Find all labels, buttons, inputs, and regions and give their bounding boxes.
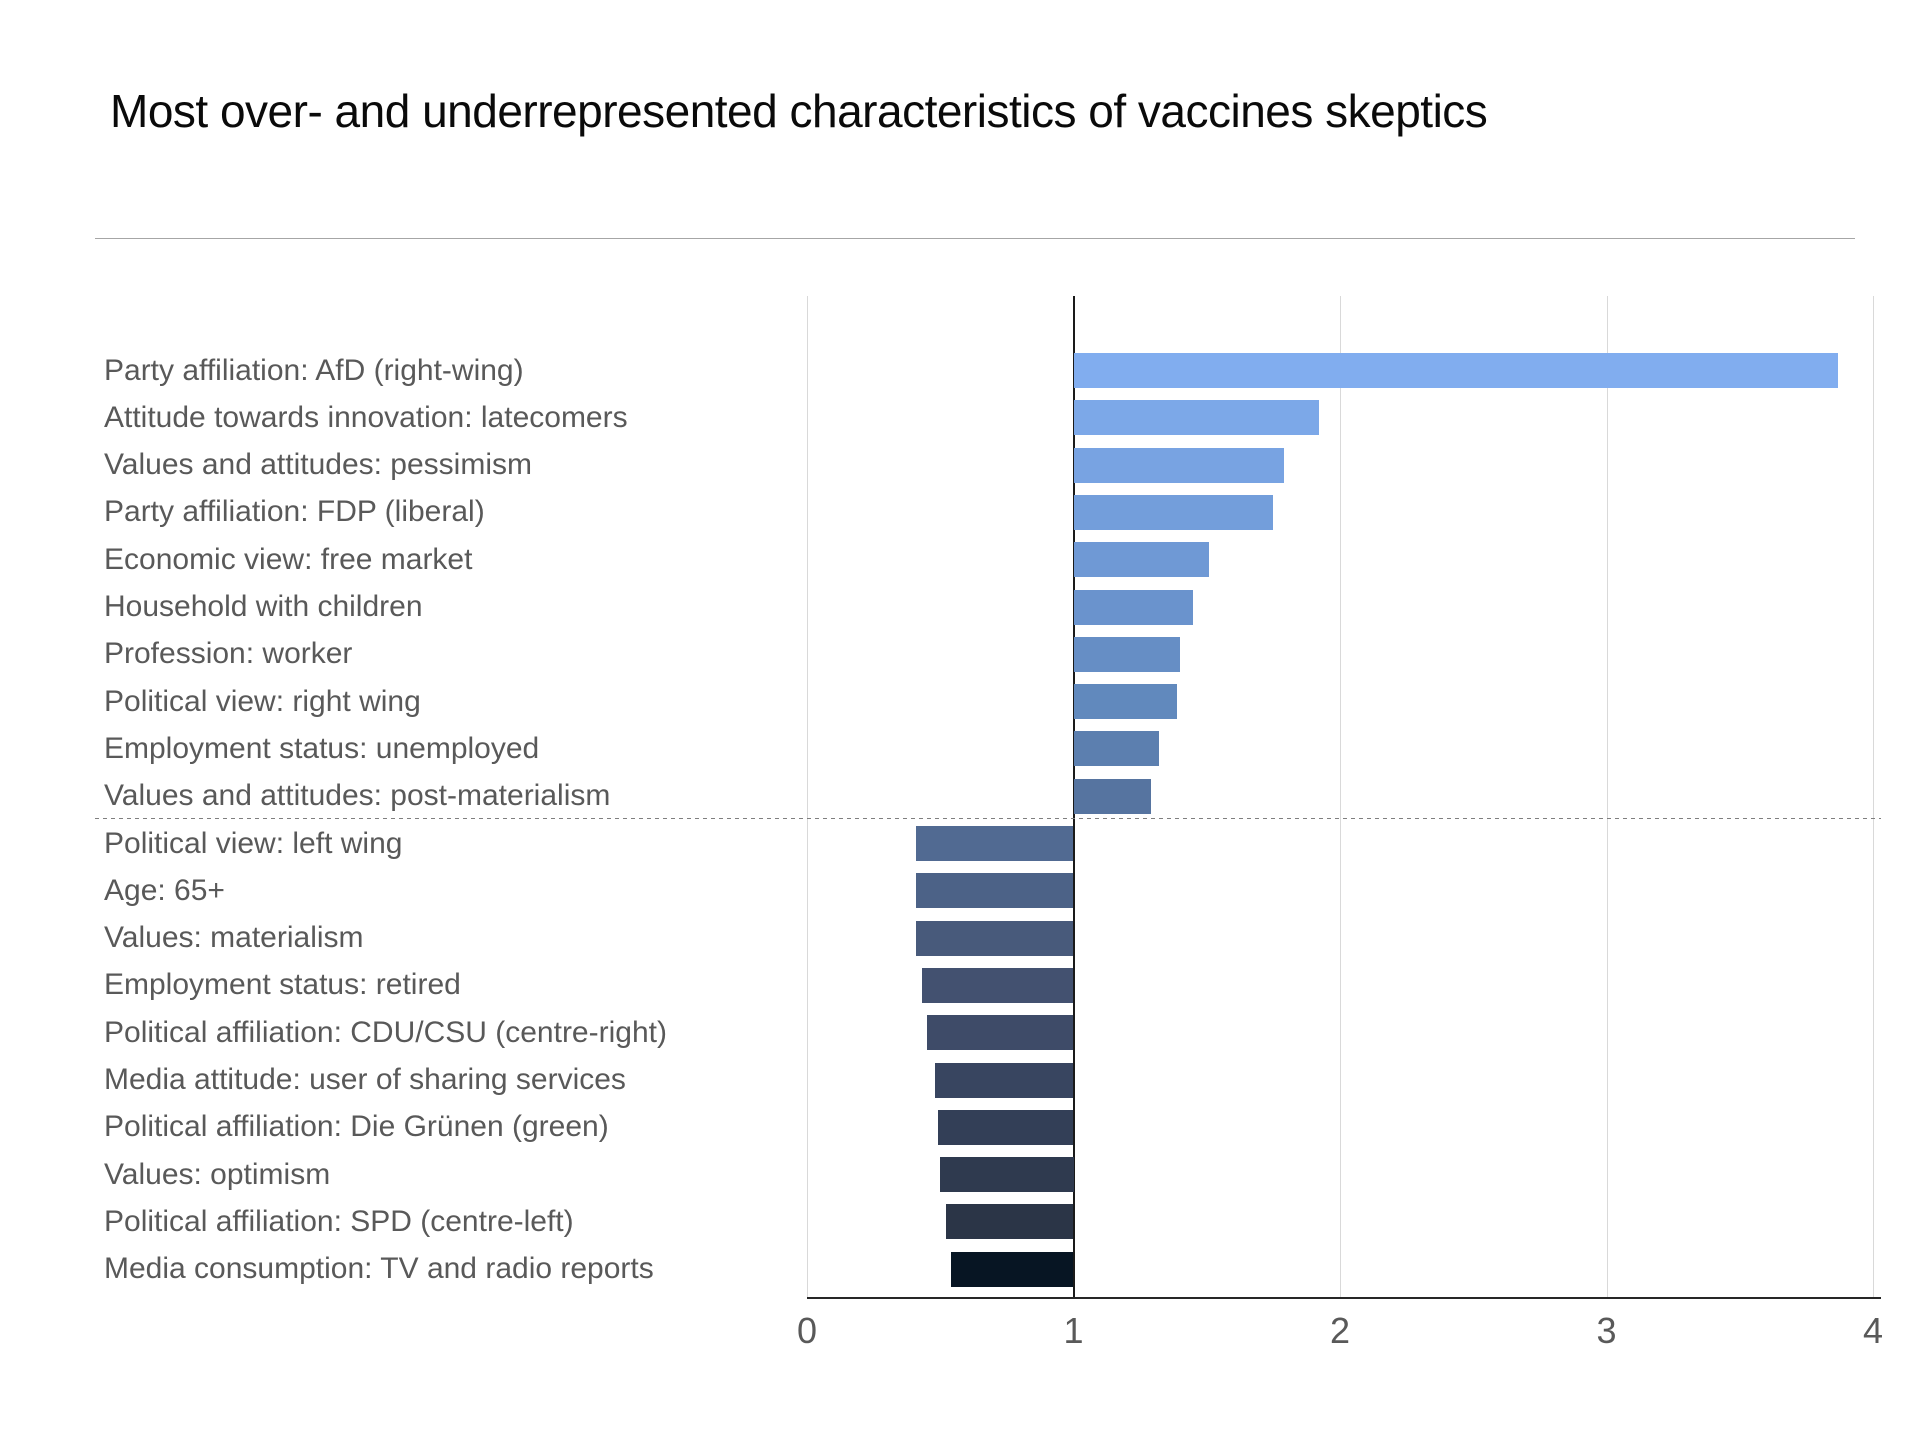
gridline-x-4 <box>1873 296 1874 1297</box>
gridline-x-0 <box>807 296 808 1297</box>
x-tick-label: 0 <box>796 1310 818 1351</box>
category-label: Values: materialism <box>104 921 364 955</box>
category-label: Political affiliation: CDU/CSU (centre-r… <box>104 1015 667 1049</box>
category-label: Values and attitudes: post-materialism <box>104 779 611 813</box>
category-label: Political affiliation: Die Grünen (green… <box>104 1110 609 1144</box>
category-label: Household with children <box>104 590 423 623</box>
x-tick-label: 1 <box>1063 1310 1084 1351</box>
x-tick-label: 4 <box>1862 1310 1884 1351</box>
bar <box>1073 684 1178 720</box>
category-label: Employment status: retired <box>104 968 461 1002</box>
bar <box>937 1109 1074 1145</box>
category-label: Party affiliation: FDP (liberal) <box>104 495 485 529</box>
bar <box>921 967 1074 1003</box>
gridline-x-2 <box>1340 296 1341 1297</box>
category-label: Political view: left wing <box>104 826 403 860</box>
bar <box>916 920 1074 956</box>
category-label: Political affiliation: SPD (centre-left) <box>104 1204 574 1238</box>
bar <box>1073 494 1274 530</box>
bar <box>1073 447 1285 483</box>
category-label: Profession: worker <box>104 637 353 671</box>
category-label: Economic view: free market <box>104 542 473 576</box>
bar <box>1073 636 1181 672</box>
gridline-x-3 <box>1606 296 1608 1297</box>
bar <box>1073 731 1159 767</box>
category-label: Media attitude: user of sharing services <box>104 1063 626 1096</box>
bar <box>950 1251 1074 1287</box>
category-label: Values and attitudes: pessimism <box>104 448 532 482</box>
x-axis-line <box>807 1297 1881 1299</box>
separator-dotted-line <box>95 818 1881 820</box>
bar <box>945 1204 1074 1240</box>
bar <box>1073 778 1151 814</box>
bar <box>916 826 1074 861</box>
bar <box>1073 589 1194 625</box>
bar <box>916 873 1074 909</box>
x-tick-label: 2 <box>1329 1310 1351 1351</box>
bar <box>1073 353 1839 388</box>
bar <box>1073 542 1210 578</box>
category-label: Party affiliation: AfD (right-wing) <box>104 353 524 387</box>
x-tick-label: 3 <box>1596 1310 1617 1351</box>
category-label: Political view: right wing <box>104 684 421 718</box>
category-label: Media consumption: TV and radio reports <box>104 1252 654 1286</box>
category-label: Values: optimism <box>104 1157 331 1191</box>
bar <box>940 1157 1074 1193</box>
category-label: Attitude towards innovation: latecomers <box>104 400 628 434</box>
page-title: Most over- and underrepresented characte… <box>110 84 1488 137</box>
bar <box>934 1062 1074 1098</box>
bar <box>926 1015 1074 1051</box>
title-divider <box>95 238 1855 239</box>
bar <box>1073 400 1319 436</box>
category-label: Age: 65+ <box>104 873 225 907</box>
category-label: Employment status: unemployed <box>104 731 540 765</box>
